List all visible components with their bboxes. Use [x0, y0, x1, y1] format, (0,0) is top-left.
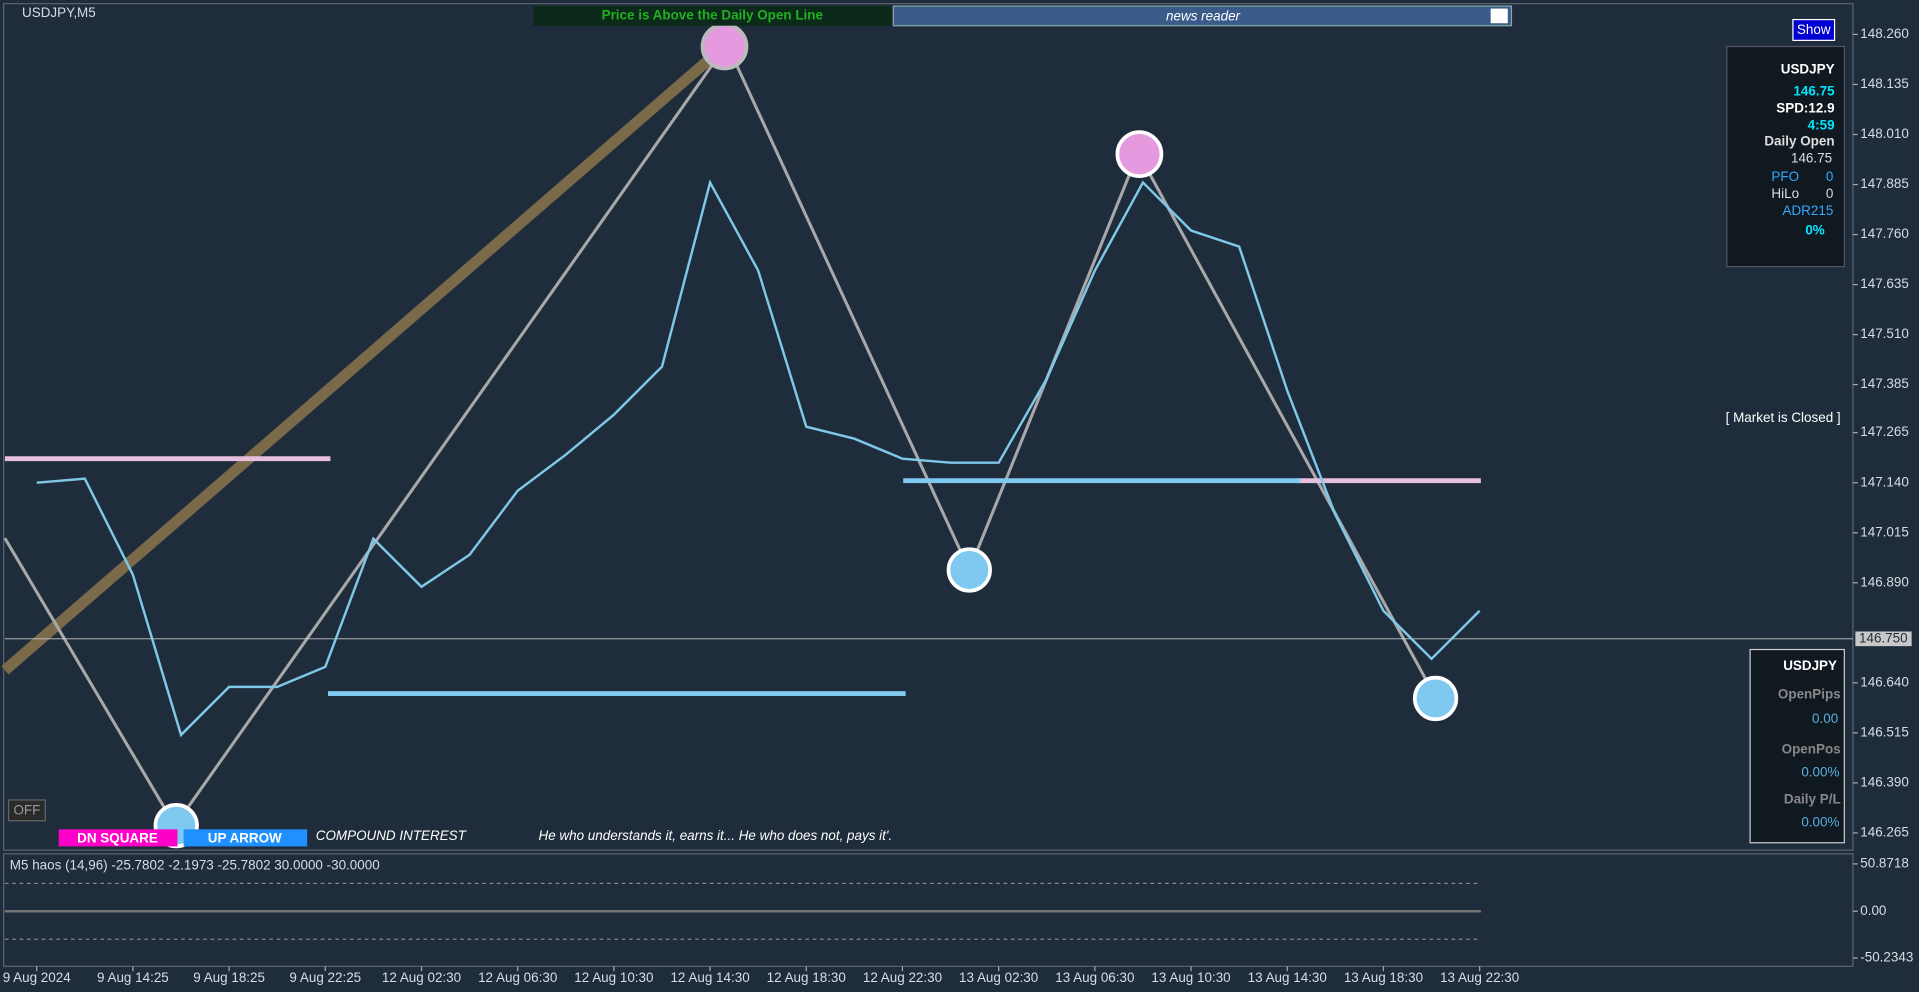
daily-pl-label: Daily P/L [1784, 792, 1841, 807]
y-tick-label: 146.890 [1860, 574, 1909, 589]
quote: He who understands it, earns it... He wh… [538, 828, 892, 843]
info-daily-open-label: Daily Open [1764, 133, 1834, 148]
open-pips-label: OpenPips [1778, 686, 1841, 701]
signal-marker [1115, 130, 1164, 178]
current-price-label: 146.750 [1859, 630, 1908, 645]
x-tick-label: 12 Aug 14:30 [670, 970, 749, 985]
daily-pl: 0.00% [1801, 815, 1839, 830]
info-hilo: 0 [1826, 186, 1833, 201]
y-tick-label: 146.265 [1860, 824, 1909, 839]
y-tick-label: 148.135 [1860, 76, 1909, 91]
osc-tick-label: 0.00 [1860, 903, 1886, 918]
info-price: 146.75 [1793, 83, 1835, 98]
osc-tick-label: 50.8718 [1860, 855, 1909, 870]
y-tick-label: 147.885 [1860, 176, 1909, 191]
info-adr: 0% [1805, 223, 1824, 238]
y-tick-label: 147.385 [1860, 376, 1909, 391]
y-tick-label: 147.265 [1860, 424, 1909, 439]
current-price-tag [1855, 631, 1912, 647]
show-button[interactable] [1792, 18, 1836, 41]
y-tick-label: 147.510 [1860, 326, 1909, 341]
up-arrow-label[interactable]: UP ARROW [208, 831, 282, 846]
news-reader-bar[interactable] [892, 5, 1513, 27]
x-tick-label: 9 Aug 14:25 [97, 970, 169, 985]
x-tick-label: 12 Aug 10:30 [574, 970, 653, 985]
x-tick-label: 9 Aug 18:25 [193, 970, 265, 985]
signal-marker [1412, 675, 1459, 722]
oscillator-frame [3, 853, 1854, 967]
info-pfo: 0 [1826, 169, 1833, 184]
info-spread: SPD:12.9 [1776, 100, 1834, 115]
x-tick-label: 13 Aug 22:30 [1440, 970, 1519, 985]
x-tick-label: 12 Aug 02:30 [382, 970, 461, 985]
x-tick-label: 13 Aug 06:30 [1055, 970, 1134, 985]
compound-text: COMPOUND INTEREST [316, 828, 467, 843]
osc-tick-label: -50.2343 [1860, 950, 1913, 965]
y-tick-label: 148.260 [1860, 26, 1909, 41]
y-tick-label: 146.390 [1860, 774, 1909, 789]
info-panel [1726, 45, 1845, 268]
x-tick-label: 9 Aug 2024 [3, 970, 72, 985]
x-tick-label: 13 Aug 10:30 [1151, 970, 1230, 985]
y-tick-label: 147.635 [1860, 276, 1909, 291]
banner: Price is Above the Daily Open Line [602, 7, 824, 22]
y-tick-label: 147.015 [1860, 524, 1909, 539]
y-tick-label: 146.640 [1860, 674, 1909, 689]
banner-bg [533, 6, 891, 26]
oscillator-label: M5 haos (14,96) -25.7802 -2.1973 -25.780… [10, 858, 380, 873]
info-adr-label: ADR215 [1783, 203, 1834, 218]
signal-marker [946, 547, 992, 593]
close-button[interactable] [1490, 8, 1508, 24]
x-tick-label: 13 Aug 18:30 [1344, 970, 1423, 985]
zigzag [3, 40, 1437, 829]
info-symbol: USDJPY [1781, 61, 1835, 76]
dn-square-label[interactable]: DN SQUARE [77, 831, 158, 846]
y-tick-label: 146.515 [1860, 724, 1909, 739]
y-tick-label: 147.760 [1860, 226, 1909, 241]
open-pos: 0.00% [1801, 765, 1839, 780]
open-pos-label: OpenPos [1782, 741, 1841, 756]
x-tick-label: 12 Aug 06:30 [478, 970, 557, 985]
trend-line [1, 39, 731, 675]
info-pfo-label: PFO [1771, 169, 1799, 184]
news-reader[interactable]: news reader [1166, 9, 1240, 24]
x-tick-label: 13 Aug 02:30 [959, 970, 1038, 985]
signal-marker [700, 22, 749, 71]
off-button-label[interactable]: OFF [13, 803, 40, 818]
osc-zero-band [4, 910, 1481, 913]
account-panel [1749, 648, 1845, 844]
open-pips: 0.00 [1812, 711, 1838, 726]
y-tick-label: 148.010 [1860, 126, 1909, 141]
x-tick-label: 13 Aug 14:30 [1248, 970, 1327, 985]
x-tick-label: 9 Aug 22:25 [289, 970, 361, 985]
off-button[interactable] [7, 799, 46, 822]
up-arrow-button[interactable] [183, 829, 308, 847]
window-title: USDJPY,M5 [22, 5, 96, 20]
info-hilo-label: HiLo [1771, 186, 1799, 201]
market-status: [ Market is Closed ] [1726, 410, 1841, 425]
account-symbol: USDJPY [1783, 658, 1837, 673]
info-timer: 4:59 [1808, 118, 1835, 133]
price-line [36, 179, 1481, 738]
x-tick-label: 12 Aug 22:30 [863, 970, 942, 985]
y-tick-label: 147.140 [1860, 474, 1909, 489]
x-tick-label: 12 Aug 18:30 [767, 970, 846, 985]
info-daily-open: 146.75 [1791, 151, 1832, 166]
show-button-label[interactable]: Show [1797, 22, 1831, 37]
dn-square-button[interactable] [58, 829, 178, 847]
chart-frame [3, 3, 1854, 851]
